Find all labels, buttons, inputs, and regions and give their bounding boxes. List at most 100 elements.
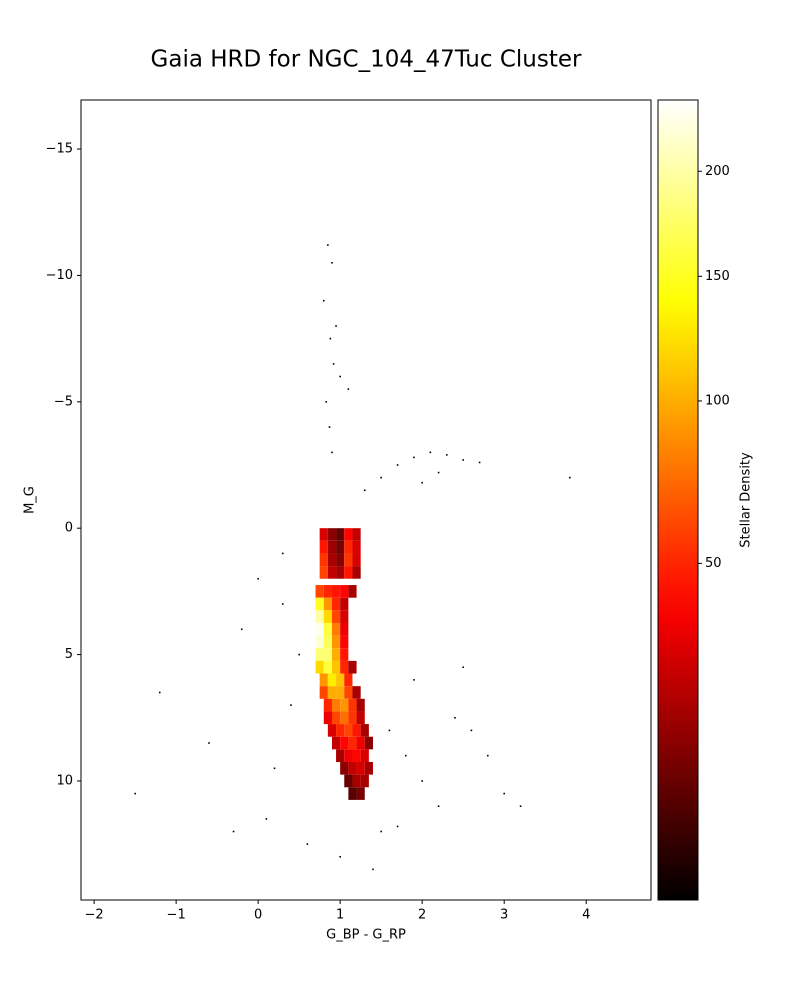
- field-star: [421, 780, 423, 782]
- density-cell: [340, 597, 349, 611]
- field-star: [339, 855, 341, 858]
- x-tick-label: 0: [254, 908, 262, 923]
- density-cell: [331, 585, 341, 598]
- x-tick-label: 4: [582, 908, 590, 923]
- density-cell: [356, 736, 365, 750]
- field-star: [445, 454, 448, 456]
- density-cell: [315, 585, 324, 598]
- density-cell: [340, 761, 349, 775]
- x-tick-label: −1: [167, 908, 186, 923]
- y-tick-label: −5: [54, 394, 73, 409]
- density-cell: [331, 698, 341, 712]
- field-star: [454, 716, 456, 719]
- colorbar: [657, 99, 699, 901]
- density-cell: [336, 540, 345, 554]
- x-tick-label: 2: [418, 908, 426, 923]
- density-cell: [315, 635, 324, 649]
- density-cell: [344, 724, 353, 737]
- field-star: [329, 337, 332, 340]
- density-cell: [356, 787, 365, 800]
- density-cell: [340, 698, 349, 712]
- field-star: [328, 426, 331, 428]
- y-tick-label: 0: [65, 521, 73, 536]
- density-cell: [344, 566, 353, 579]
- y-tick-label: 5: [65, 647, 73, 662]
- density-cell: [356, 761, 365, 775]
- density-cell: [348, 660, 357, 674]
- density-cell: [331, 622, 341, 636]
- density-cell: [327, 528, 337, 541]
- density-cell: [356, 698, 365, 712]
- colorbar-tick-label: 200: [705, 164, 730, 179]
- field-star: [396, 825, 399, 828]
- colorbar-tick-label: 50: [705, 556, 722, 571]
- density-cell: [352, 686, 361, 699]
- density-cell: [336, 566, 345, 579]
- density-cell: [319, 686, 328, 699]
- density-cell: [336, 553, 345, 567]
- field-star: [332, 363, 335, 365]
- field-star: [478, 461, 481, 464]
- field-star: [265, 818, 268, 820]
- field-star: [339, 375, 341, 378]
- density-cell: [327, 673, 337, 687]
- field-star: [281, 552, 284, 555]
- density-cell: [352, 724, 361, 737]
- density-cell: [327, 553, 337, 567]
- density-cell: [336, 528, 345, 541]
- field-star: [322, 299, 325, 302]
- density-cell: [344, 686, 353, 699]
- density-cell: [344, 749, 353, 762]
- field-star: [396, 464, 399, 466]
- plot-frame: [80, 99, 652, 901]
- density-cell: [319, 673, 328, 687]
- field-star: [372, 868, 374, 871]
- density-cell: [352, 553, 361, 567]
- density-cell: [352, 774, 361, 788]
- field-star: [347, 388, 350, 390]
- density-cell: [340, 622, 349, 636]
- x-tick-label: 1: [336, 908, 344, 923]
- density-cell: [340, 648, 349, 661]
- density-cell: [315, 648, 324, 661]
- density-cell: [327, 686, 337, 699]
- density-cell: [319, 528, 328, 541]
- y-tick-label: −15: [46, 142, 73, 157]
- field-star: [380, 830, 382, 833]
- y-axis-label: M_G: [23, 486, 38, 514]
- density-cell: [323, 622, 332, 636]
- density-cell: [315, 660, 324, 674]
- density-cell: [348, 761, 357, 775]
- field-star: [462, 666, 464, 669]
- density-cell: [331, 610, 341, 623]
- density-cell: [323, 648, 332, 661]
- density-cell: [352, 566, 361, 579]
- field-star: [134, 792, 136, 795]
- field-star: [257, 577, 259, 580]
- density-cell: [356, 711, 365, 725]
- field-star: [486, 754, 489, 757]
- colorbar-label: Stellar Density: [739, 452, 754, 548]
- density-cell: [344, 673, 353, 687]
- field-star: [298, 653, 300, 656]
- y-tick-label: −10: [46, 268, 73, 283]
- density-cell: [340, 635, 349, 649]
- field-star: [290, 704, 292, 706]
- density-cell: [331, 597, 341, 611]
- density-cell: [352, 540, 361, 554]
- density-cell: [319, 553, 328, 567]
- density-cell: [315, 610, 324, 623]
- density-cell: [344, 774, 353, 788]
- chart-title: Gaia HRD for NGC_104_47Tuc Cluster: [151, 47, 582, 73]
- density-cell: [331, 648, 341, 661]
- density-cell: [323, 610, 332, 623]
- density-cell: [352, 749, 361, 762]
- field-star: [158, 691, 161, 694]
- density-cell: [364, 736, 373, 750]
- field-star: [437, 471, 440, 474]
- field-star: [519, 805, 522, 808]
- density-cell: [331, 660, 341, 674]
- field-star: [413, 679, 415, 681]
- field-star: [413, 456, 415, 459]
